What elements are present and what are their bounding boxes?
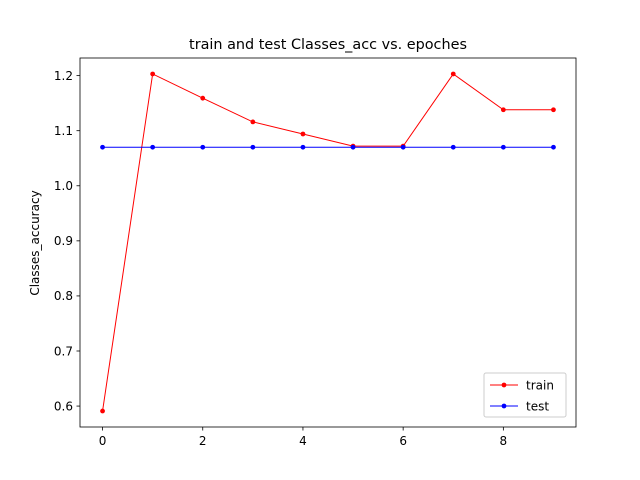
y-axis-label: Classes_accuracy	[28, 190, 42, 295]
y-tick-label: 1.0	[54, 179, 73, 193]
legend: train test	[483, 372, 567, 418]
x-tick-label: 8	[500, 434, 508, 448]
test-point-6	[400, 144, 406, 150]
y-tick-label: 0.9	[54, 234, 73, 248]
y-tick-label: 1.1	[54, 124, 73, 138]
test-point-3	[250, 144, 256, 150]
y-tick-label: 0.6	[54, 399, 73, 413]
legend-test-marker	[501, 403, 507, 409]
test-point-7	[450, 144, 456, 150]
test-point-1	[150, 144, 156, 150]
train-point-4	[300, 131, 306, 137]
test-point-2	[200, 144, 206, 150]
y-tick-label: 0.7	[54, 344, 73, 358]
test-point-4	[300, 144, 306, 150]
train-point-1	[150, 71, 156, 77]
test-point-9	[551, 144, 556, 150]
train-point-9	[551, 107, 556, 113]
legend-train-marker	[501, 382, 507, 388]
legend-test-label: test	[526, 399, 549, 413]
test-point-0	[100, 144, 105, 150]
axes-frame	[79, 57, 577, 428]
x-tick-label: 4	[299, 434, 307, 448]
y-tick-label: 0.8	[54, 289, 73, 303]
x-tick-label: 6	[399, 434, 407, 448]
train-point-3	[250, 119, 256, 125]
y-tick-label: 1.2	[54, 69, 73, 83]
chart-title: train and test Classes_acc vs. epoches	[189, 37, 467, 53]
legend-train-label: train	[526, 378, 554, 392]
train-point-0	[100, 408, 105, 414]
plot-area	[100, 71, 556, 414]
axes: 0 2 4 6 8 0.6 0.7 0.8 0.9 1.0 1.1 1.2	[54, 57, 577, 448]
x-tick-label: 0	[99, 434, 107, 448]
train-point-2	[200, 95, 206, 101]
train-series-line	[102, 73, 554, 412]
test-point-8	[500, 144, 506, 150]
train-point-8	[500, 107, 506, 113]
train-point-7	[450, 71, 456, 77]
x-tick-label: 2	[199, 434, 207, 448]
test-point-5	[350, 144, 356, 150]
